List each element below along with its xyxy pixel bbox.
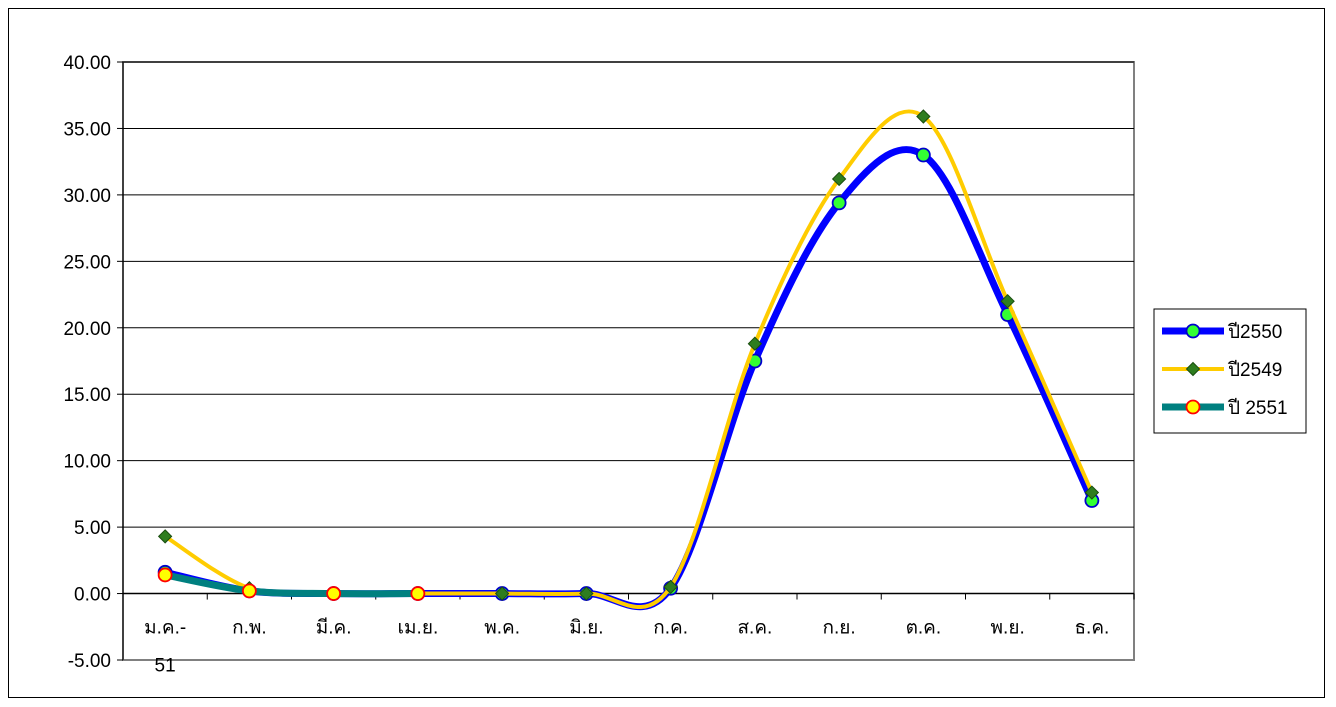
legend-marker xyxy=(1185,399,1201,415)
data-point xyxy=(831,171,847,187)
x-tick-label: พ.ย. xyxy=(991,618,1025,639)
series-1 xyxy=(157,146,1100,611)
legend-label: ปี2549 xyxy=(1227,359,1282,381)
legend-marker xyxy=(1185,323,1201,339)
y-tick-label: 5.00 xyxy=(74,518,111,539)
x-tick-label: มี.ค. xyxy=(316,617,352,639)
chart-frame: -5.00 0.00 5.00 10.00 15.00 20.00 25.00 30.00 35… xyxy=(8,8,1325,698)
series-2 xyxy=(157,109,1100,609)
x-tick-label: ม.ค.-51 xyxy=(144,618,186,677)
data-point xyxy=(915,147,931,163)
y-tick-label: 20.00 xyxy=(63,319,111,340)
gridlines xyxy=(122,61,1135,661)
y-tick-label: 10.00 xyxy=(63,452,111,473)
x-tick-label: มิ.ย. xyxy=(569,618,603,639)
data-point xyxy=(916,109,931,124)
data-point xyxy=(157,529,173,544)
plot-area xyxy=(122,61,1135,661)
x-tick-label: ก.พ. xyxy=(232,618,267,639)
series-line xyxy=(161,571,422,598)
chart: -5.00 0.00 5.00 10.00 15.00 20.00 25.00 30.00 35… xyxy=(63,53,1307,677)
legend-item: ปี 2551 xyxy=(1162,397,1288,419)
series-line xyxy=(161,146,1096,611)
y-tick-label: 25.00 xyxy=(63,252,111,273)
y-tick-label: 0.00 xyxy=(74,585,111,606)
series-3 xyxy=(157,567,426,601)
y-tick-label: 40.00 xyxy=(63,53,111,74)
legend-item: ปี2550 xyxy=(1162,321,1282,343)
series-line xyxy=(163,109,1094,609)
legend: ปี2550 ปี2549 ปี 2551 xyxy=(1153,308,1307,434)
x-tick-label: ต.ค. xyxy=(906,618,942,639)
data-point xyxy=(1000,293,1015,309)
y-tick-label: -5.00 xyxy=(68,651,111,672)
y-axis: -5.00 0.00 5.00 10.00 15.00 20.00 25.00 30.00 35… xyxy=(63,53,124,672)
x-tick-label: เม.ย. xyxy=(398,618,439,639)
x-tick-label: ก.ค. xyxy=(653,618,688,639)
data-point xyxy=(663,579,678,595)
y-tick-label: 35.00 xyxy=(63,119,111,140)
data-point xyxy=(241,583,257,599)
data-point xyxy=(831,195,847,211)
legend-label: ปี2550 xyxy=(1227,321,1282,343)
y-tick-label: 15.00 xyxy=(63,385,111,406)
x-tick-label: ส.ค. xyxy=(737,618,772,639)
legend-item: ปี2549 xyxy=(1162,359,1282,381)
data-point xyxy=(326,586,342,601)
legend-marker xyxy=(1185,361,1201,377)
x-tick-label: ธ.ค. xyxy=(1074,618,1109,639)
legend-label: ปี 2551 xyxy=(1227,397,1287,419)
y-tick-label: 30.00 xyxy=(63,186,111,207)
data-point xyxy=(747,336,763,351)
data-point xyxy=(579,586,594,601)
data-point xyxy=(494,586,510,601)
x-tick-label: พ.ค. xyxy=(484,618,520,639)
data-point xyxy=(410,586,426,601)
data-point xyxy=(157,567,173,583)
series-group xyxy=(157,109,1100,611)
data-point xyxy=(1084,485,1100,500)
x-tick-label: ก.ย. xyxy=(823,618,856,639)
